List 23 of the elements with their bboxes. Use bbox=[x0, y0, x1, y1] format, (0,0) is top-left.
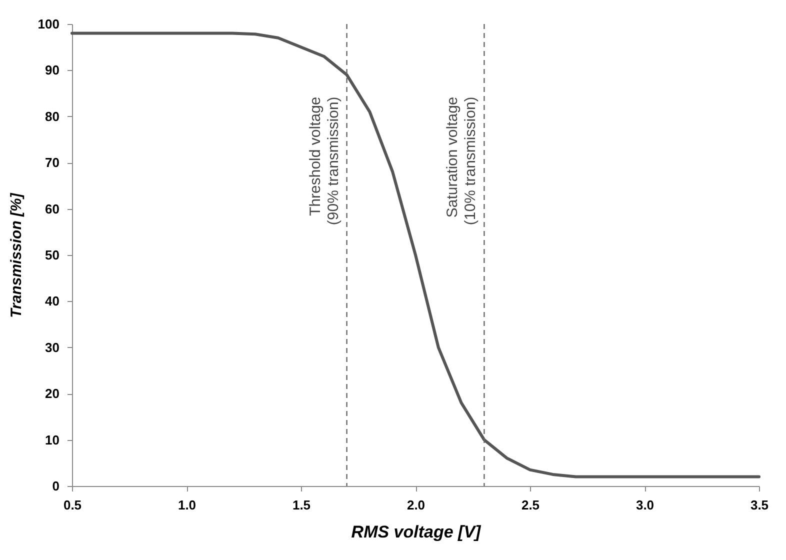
x-tick-label: 2.5 bbox=[521, 498, 540, 512]
y-tick-label: 60 bbox=[45, 201, 60, 216]
y-tick-label: 20 bbox=[45, 386, 60, 402]
y-tick-label: 30 bbox=[45, 340, 60, 355]
x-tick-label: 1.5 bbox=[292, 498, 311, 512]
y-tick-label: 0 bbox=[52, 478, 60, 494]
line-series bbox=[70, 32, 760, 478]
x-tick-label: 3.0 bbox=[636, 498, 654, 512]
y-tick-label: 70 bbox=[45, 155, 60, 170]
y-tick-label: 90 bbox=[45, 62, 60, 78]
x-tick-label: 1.0 bbox=[178, 498, 196, 512]
ref-line-label: Threshold voltage (90% transmission) bbox=[306, 96, 342, 226]
x-axis-title: RMS voltage [V] bbox=[351, 522, 482, 542]
y-axis-title: Transmission [%] bbox=[8, 192, 25, 318]
y-tick-label: 10 bbox=[45, 432, 60, 448]
ref-line-label: Saturation voltage (10% transmission) bbox=[444, 96, 480, 226]
y-tick-label: 100 bbox=[38, 16, 60, 32]
x-tick-label: 2.0 bbox=[406, 498, 426, 512]
y-tick-label: 80 bbox=[45, 108, 60, 124]
x-tick-label: 0.5 bbox=[63, 498, 82, 512]
y-tick-label: 50 bbox=[45, 248, 60, 262]
y-tick-label: 40 bbox=[45, 294, 60, 309]
x-tick-label: 3.5 bbox=[750, 498, 769, 512]
